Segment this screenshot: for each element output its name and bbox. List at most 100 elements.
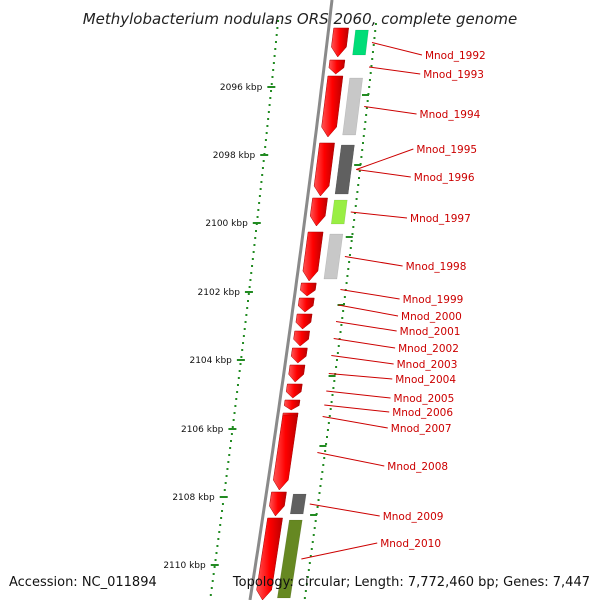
gc-dot bbox=[343, 296, 346, 298]
gc-dot bbox=[209, 594, 212, 596]
gc-dash bbox=[319, 445, 327, 447]
gc-dot bbox=[275, 34, 278, 36]
gc-dot bbox=[230, 433, 233, 435]
gc-dot bbox=[258, 195, 261, 197]
kbp-tick-label: 2100 kbp bbox=[205, 219, 248, 229]
gc-dot bbox=[219, 524, 222, 526]
gc-dot bbox=[352, 226, 355, 228]
gc-dot bbox=[340, 324, 343, 326]
gene-leader-line bbox=[356, 148, 414, 170]
gc-dot bbox=[248, 286, 251, 288]
gene-leader-line bbox=[368, 66, 421, 75]
gc-dot bbox=[265, 132, 268, 134]
gene-arrow bbox=[321, 75, 344, 138]
gc-dot bbox=[319, 485, 322, 487]
gc-dash bbox=[328, 375, 336, 377]
gene-leader-line bbox=[324, 404, 390, 413]
gc-dot bbox=[226, 468, 229, 470]
gc-dot bbox=[363, 128, 366, 130]
gene-leader-line bbox=[331, 355, 394, 365]
gc-dot bbox=[350, 240, 353, 242]
gc-dash bbox=[361, 94, 369, 96]
gc-dot bbox=[254, 237, 257, 239]
gc-dot bbox=[365, 107, 368, 109]
gc-dot bbox=[356, 191, 359, 193]
gc-dot bbox=[326, 436, 329, 438]
gene-leader-line bbox=[338, 304, 399, 317]
gc-dot bbox=[264, 146, 267, 148]
gc-dot bbox=[256, 216, 259, 218]
gc-dot bbox=[236, 384, 239, 386]
kbp-tick-label: 2104 kbp bbox=[189, 356, 232, 366]
gc-dot bbox=[247, 293, 250, 295]
gc-dot bbox=[240, 356, 243, 358]
gc-dot bbox=[228, 454, 231, 456]
gc-dot bbox=[239, 363, 242, 365]
gc-dot bbox=[347, 268, 350, 270]
gc-dot bbox=[374, 23, 377, 25]
gc-dot bbox=[348, 261, 351, 263]
kbp-tick-mark bbox=[236, 359, 245, 361]
gene-leader-line bbox=[322, 416, 388, 429]
gc-dot bbox=[366, 100, 369, 102]
gc-dot bbox=[252, 251, 255, 253]
gc-dot bbox=[325, 443, 328, 445]
gc-dot bbox=[303, 597, 306, 599]
kbp-ticks: 2096 kbp 2098 kbp 2100 kbp 2102 kbp 2104 kbp… bbox=[163, 83, 276, 571]
gc-dot bbox=[236, 391, 239, 393]
gene-arrow bbox=[302, 231, 324, 282]
gene-label: Mnod_2000 bbox=[401, 311, 462, 323]
gc-dot bbox=[251, 265, 254, 267]
cog-block bbox=[277, 519, 303, 599]
gene-arrow bbox=[288, 364, 306, 383]
topology-text: Topology: circular; Length: 7,772,460 bp… bbox=[232, 575, 590, 590]
gene-arrow bbox=[331, 27, 349, 58]
backbone-line bbox=[248, 0, 334, 600]
gene-labels: Mnod_1992 Mnod_1993 Mnod_1994 Mnod_1995 Mnod… bbox=[301, 42, 486, 560]
gene-label: Mnod_1996 bbox=[414, 172, 475, 184]
gc-dot bbox=[360, 156, 363, 158]
gc-dot bbox=[324, 450, 327, 452]
gc-dot bbox=[333, 380, 336, 382]
kbp-tick-label: 2108 kbp bbox=[172, 493, 215, 503]
gc-dot bbox=[225, 475, 228, 477]
gc-dot bbox=[368, 86, 371, 88]
gc-dot bbox=[365, 114, 368, 116]
gc-dot bbox=[272, 69, 275, 71]
gc-dot bbox=[224, 482, 227, 484]
gc-dash bbox=[345, 236, 353, 238]
gc-dot bbox=[337, 345, 340, 347]
gc-dot bbox=[353, 212, 356, 214]
gc-dot bbox=[273, 55, 276, 57]
gene-label: Mnod_1992 bbox=[425, 50, 486, 62]
gc-dot bbox=[237, 377, 240, 379]
gene-arrow bbox=[297, 297, 315, 313]
gene-label: Mnod_2008 bbox=[387, 461, 448, 473]
gc-dot bbox=[266, 125, 269, 127]
kbp-tick-label: 2110 kbp bbox=[163, 561, 206, 571]
gc-dot bbox=[227, 461, 230, 463]
gc-dot bbox=[245, 314, 248, 316]
map-title: Methylobacterium nodulans ORS 2060, comp… bbox=[83, 10, 518, 28]
gene-label: Mnod_2006 bbox=[392, 407, 453, 419]
accession-text: Accession: NC_011894 bbox=[9, 575, 157, 590]
genome-backbone bbox=[248, 0, 334, 600]
gene-arrow bbox=[273, 414, 299, 491]
gene-leader-line bbox=[328, 373, 393, 380]
gene-label: Mnod_2007 bbox=[391, 423, 452, 435]
gc-dot bbox=[255, 230, 258, 232]
cog-track bbox=[277, 29, 369, 599]
gc-dot bbox=[313, 527, 316, 529]
kbp-tick-mark bbox=[219, 496, 228, 498]
gc-dot bbox=[221, 510, 224, 512]
gc-dot bbox=[272, 62, 275, 64]
gene-leader-line bbox=[340, 289, 400, 300]
gc-dot bbox=[213, 566, 216, 568]
gc-dot bbox=[342, 310, 345, 312]
gc-dot bbox=[371, 58, 374, 60]
gc-dot bbox=[267, 118, 270, 120]
gc-dot bbox=[249, 279, 252, 281]
gc-dot bbox=[336, 352, 339, 354]
gene-leader-line bbox=[317, 452, 385, 467]
gc-dot bbox=[332, 387, 335, 389]
